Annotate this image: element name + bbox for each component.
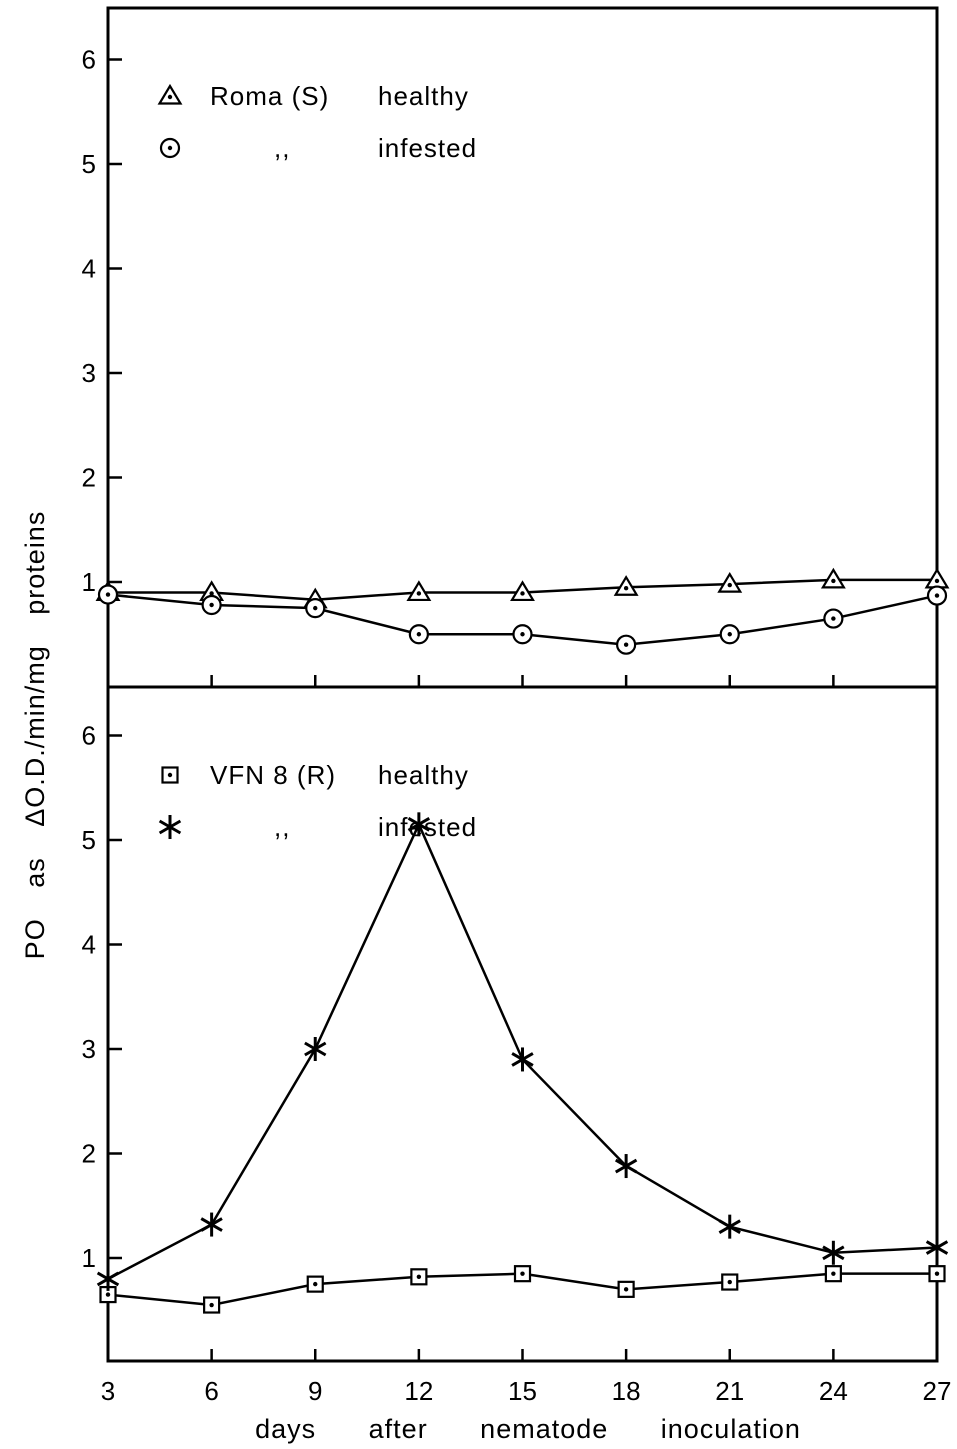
data-point-asterisk xyxy=(925,1235,949,1260)
data-point-circle xyxy=(512,624,533,645)
data-point-triangle xyxy=(613,575,639,596)
x-axis-title: days after nematode inoculation xyxy=(255,1414,801,1444)
data-point-asterisk xyxy=(407,812,431,837)
data-point-triangle xyxy=(820,567,846,589)
legend-layer: Roma (S) healthy,, infested VFN 8 (R) health… xyxy=(157,81,477,842)
data-point-triangle xyxy=(406,580,432,602)
legend-series-label: healthy xyxy=(378,81,469,111)
data-point-square xyxy=(721,1273,739,1291)
y-tick-label: 2 xyxy=(82,1139,96,1169)
y-tick-label: 1 xyxy=(82,1243,96,1273)
y-tick-label: 5 xyxy=(82,149,96,179)
series-layer xyxy=(95,567,950,1314)
data-point-circle xyxy=(408,624,429,645)
x-tick-label: 18 xyxy=(612,1376,641,1406)
data-point-triangle xyxy=(510,580,535,602)
data-point-circle xyxy=(201,594,222,616)
data-point-square xyxy=(928,1265,946,1283)
legend-series-label: healthy xyxy=(378,760,469,790)
x-tick-label: 21 xyxy=(715,1376,744,1406)
data-point-asterisk xyxy=(718,1214,741,1239)
x-tick-label: 24 xyxy=(819,1376,848,1406)
y-tick-label: 1 xyxy=(82,567,96,597)
data-point-asterisk xyxy=(822,1240,845,1265)
legend-marker-circle xyxy=(159,137,181,159)
y-tick-label: 4 xyxy=(82,254,96,284)
data-point-asterisk xyxy=(304,1037,327,1061)
data-point-asterisk xyxy=(614,1154,638,1179)
data-point-circle xyxy=(926,585,948,606)
data-point-square xyxy=(617,1280,635,1298)
data-point-triangle xyxy=(717,571,743,593)
x-tick-label: 9 xyxy=(308,1376,322,1406)
legend-series-label: infested xyxy=(378,812,477,842)
data-point-square xyxy=(306,1275,324,1293)
legend-series-name: Roma (S) xyxy=(210,81,329,111)
data-point-circle xyxy=(823,608,844,629)
data-point-square xyxy=(410,1268,428,1286)
y-tick-label: 3 xyxy=(82,358,96,388)
y-tick-label: 2 xyxy=(82,463,96,493)
y-tick-label: 4 xyxy=(82,930,96,960)
data-point-circle xyxy=(719,624,740,645)
y-tick-label: 5 xyxy=(82,825,96,855)
x-tick-label: 27 xyxy=(923,1376,952,1406)
legend-series-name: ,, xyxy=(274,133,290,163)
data-point-asterisk xyxy=(511,1047,534,1072)
data-point-circle xyxy=(616,634,637,655)
legend-series-name: VFN 8 (R) xyxy=(210,760,336,790)
data-point-square xyxy=(824,1265,842,1283)
legend-series-name: ,, xyxy=(274,812,290,842)
y-tick-label: 3 xyxy=(82,1034,96,1064)
data-point-asterisk xyxy=(200,1212,223,1237)
legend-marker-triangle xyxy=(157,83,183,105)
data-point-square xyxy=(203,1296,221,1314)
legend-marker-square xyxy=(161,766,179,784)
data-point-circle xyxy=(97,584,119,605)
x-tick-label: 6 xyxy=(204,1376,218,1406)
y-tick-label: 6 xyxy=(82,45,96,75)
x-tick-label: 3 xyxy=(101,1376,115,1406)
data-point-circle xyxy=(305,598,326,619)
data-point-square xyxy=(513,1265,532,1283)
x-tick-label: 12 xyxy=(404,1376,433,1406)
y-tick-label: 6 xyxy=(82,721,96,751)
y-axis-title: PO as ΔO.D./min/mg proteins xyxy=(20,511,50,960)
data-point-asterisk xyxy=(96,1266,120,1291)
legend-marker-asterisk xyxy=(158,815,182,839)
x-tick-label: 15 xyxy=(508,1376,537,1406)
legend-series-label: infested xyxy=(378,133,477,163)
